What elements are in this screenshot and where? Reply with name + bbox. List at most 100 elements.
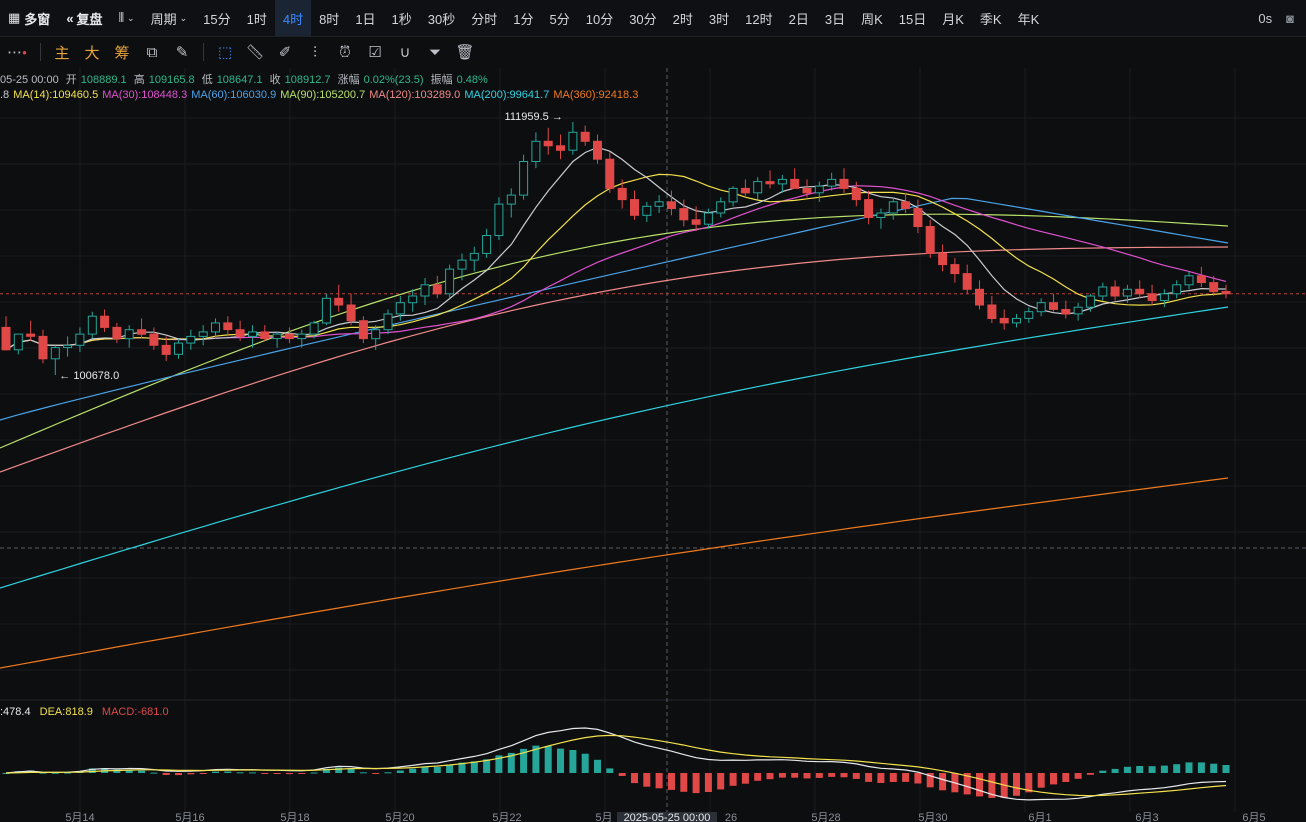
tab-period-8[interactable]: 1分 [513,11,534,27]
candle-down [593,140,602,160]
macd-histogram-bar [199,773,207,774]
tab-period-15[interactable]: 2日 [788,11,809,27]
low-annotation: ← 100678.0 [59,370,119,382]
candle-down [358,320,368,340]
macd-histogram-bar [64,772,72,774]
tab-period-7[interactable]: 分时 [471,11,498,27]
compare-icon[interactable]: ⧉ [146,43,158,61]
macd-histogram-bar [1099,770,1107,773]
ruler-icon[interactable]: 📏︎ [245,44,265,61]
multi-window-button[interactable]: ▦ 多窗 [8,10,51,27]
divider [203,43,204,61]
tab-period-17[interactable]: 周K [861,11,883,27]
macd-histogram-bar [643,773,651,787]
macd-histogram-bar [1210,763,1218,773]
candle-up [482,235,492,254]
macd-histogram-bar [421,766,429,773]
macd-histogram-bar [852,773,860,779]
macd-histogram-bar [1062,773,1070,782]
dea-value: DEA:818.9 [39,706,93,718]
tab-period-14[interactable]: 12时 [745,11,773,27]
amplitude-value: 0.48% [456,74,488,86]
candle-style-icon: ⫴ [118,10,125,25]
candle-up [124,329,134,340]
trash-icon[interactable]: 🗑︎ [455,44,475,61]
period-dropdown[interactable]: 周期 ⌄ [150,11,188,27]
change-value: 0.02%(23.5) [363,74,424,86]
candle-up [888,201,898,214]
tab-period-9[interactable]: 5分 [549,11,570,27]
ma-60-line [0,197,1229,421]
macd-histogram-bar [483,759,491,773]
draw-tools-icon[interactable]: ✎ [175,44,189,61]
close-value: 108912.7 [284,74,331,86]
pen-icon[interactable]: ✐ [278,44,292,61]
tab-period-3[interactable]: 8时 [319,11,340,27]
high-value: 109165.8 [148,74,195,86]
tab-period-6[interactable]: 30秒 [427,11,456,27]
tab-period-20[interactable]: 季K [979,11,1002,27]
macd-histogram-bar [668,773,675,790]
chevron-down-icon: ⌄ [127,12,135,23]
macd-histogram-bar [704,773,712,792]
candle-down [161,344,171,355]
tab-period-4[interactable]: 1日 [355,11,376,27]
candle-up [420,284,430,297]
high-annotation: 111959.5 → [505,111,563,123]
macd-histogram-bar [446,764,454,773]
chevron-down-icon: ⌄ [179,12,188,23]
macd-histogram-bar [261,773,269,774]
tab-period-1[interactable]: 1时 [246,11,267,27]
macd-histogram-bar [631,773,638,784]
macd-value: MACD:-681.0 [101,706,169,718]
replay-button[interactable]: « 复盘 [66,10,103,27]
macd-histogram-bar [335,767,343,773]
tab-period-5[interactable]: 1秒 [391,11,412,27]
tab-period-0[interactable]: 15分 [203,11,231,27]
macd-histogram-bar [113,769,121,773]
main-indicator-button[interactable]: 主 [54,44,70,62]
tab-period-2[interactable]: 4时 [274,0,312,36]
tab-period-12[interactable]: 2时 [672,11,693,27]
candle-down [765,181,775,185]
candle-up [1024,311,1034,319]
candle-up [506,194,516,205]
big-order-button[interactable]: 大 [84,44,100,62]
tab-period-16[interactable]: 3日 [824,11,846,27]
more-icon[interactable]: ⋯ ● [7,44,27,61]
candle-down [925,226,935,254]
macd-histogram-bar [212,771,219,773]
tab-period-13[interactable]: 3时 [708,11,730,27]
alarm-icon[interactable]: ⏰︎ [339,43,351,61]
tab-period-10[interactable]: 10分 [585,11,614,27]
magnet-icon[interactable]: ∪ [399,44,411,61]
macd-histogram-bar [1025,773,1033,793]
candle-down [987,304,997,319]
candle-up [1036,302,1046,313]
cursor-icon[interactable]: ⬚ [217,44,233,61]
chips-button[interactable]: 筹 [114,44,130,62]
ma-short-line [5,146,1226,351]
candle-up [1159,293,1169,301]
grid-icon: ▦ [8,10,21,25]
macd-histogram-bar [766,773,774,780]
chart-style-button[interactable]: ⫴ ⌄ [111,0,143,36]
filter-icon[interactable]: ⏷ [428,43,441,61]
candle-down [334,297,344,306]
macd-histogram-bar [359,772,367,774]
tab-period-11[interactable]: 30分 [629,11,657,27]
x-tick-label: 5月28 [811,812,840,822]
indicator-icon[interactable]: ⫶ [313,43,317,61]
camera-icon[interactable]: ◙ [1286,10,1294,26]
candle-up [469,252,479,261]
candle-down [1209,282,1219,293]
note-icon[interactable]: ☑ [368,44,382,61]
candle-down [137,329,147,335]
tab-period-21[interactable]: 年K [1017,11,1040,27]
candle-up [519,161,529,196]
tab-period-19[interactable]: 月K [942,11,964,27]
candle-down [580,131,590,142]
candle-down [679,208,689,221]
tab-period-18[interactable]: 15日 [898,11,927,27]
